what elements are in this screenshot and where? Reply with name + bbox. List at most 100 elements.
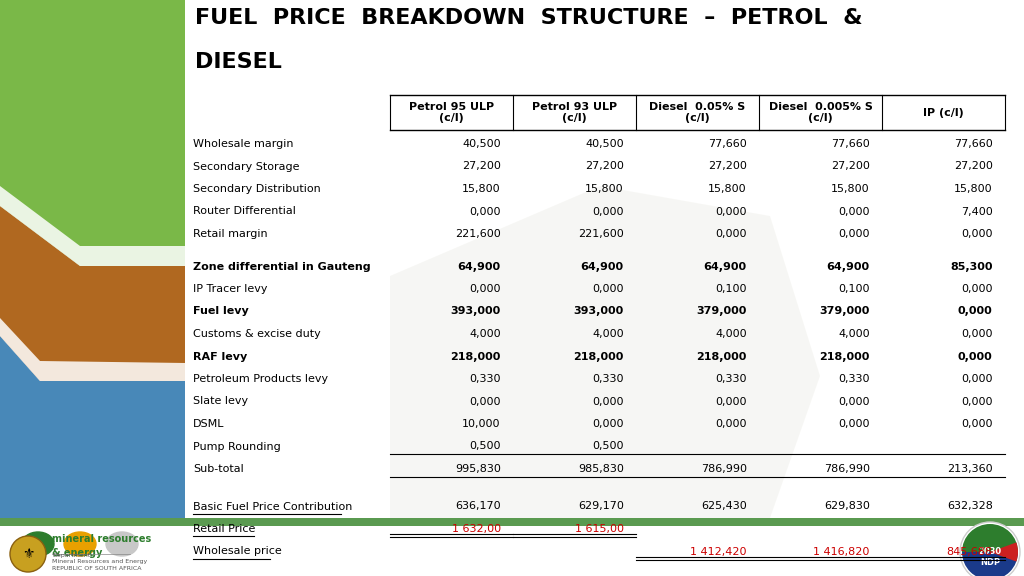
Text: Slate levy: Slate levy	[193, 396, 248, 407]
Wedge shape	[962, 552, 1018, 576]
Text: 1 416,820: 1 416,820	[813, 547, 869, 556]
Text: Petrol 93 ULP
(c/l): Petrol 93 ULP (c/l)	[531, 102, 617, 123]
Wedge shape	[962, 524, 1018, 552]
Text: 0,000: 0,000	[962, 229, 992, 239]
Text: Department:
Mineral Resources and Energy
REPUBLIC OF SOUTH AFRICA: Department: Mineral Resources and Energy…	[52, 554, 147, 571]
Text: 0,000: 0,000	[839, 396, 869, 407]
Text: 1 615,00: 1 615,00	[574, 524, 624, 534]
Text: 0,000: 0,000	[715, 396, 746, 407]
Text: 0,330: 0,330	[715, 374, 746, 384]
Text: Wholesale price: Wholesale price	[193, 547, 282, 556]
Text: 0,000: 0,000	[962, 284, 992, 294]
Text: 625,430: 625,430	[701, 502, 746, 511]
Ellipse shape	[22, 532, 54, 556]
Text: 0,000: 0,000	[715, 207, 746, 217]
Text: 0,000: 0,000	[592, 419, 624, 429]
Text: 629,170: 629,170	[578, 502, 624, 511]
Text: Secondary Storage: Secondary Storage	[193, 161, 299, 172]
Text: 221,600: 221,600	[578, 229, 624, 239]
Text: 995,830: 995,830	[455, 464, 501, 474]
Text: 0,330: 0,330	[469, 374, 501, 384]
Text: Diesel  0.05% S
(c/l): Diesel 0.05% S (c/l)	[649, 102, 745, 123]
Text: 77,660: 77,660	[954, 139, 992, 149]
Text: Retail margin: Retail margin	[193, 229, 267, 239]
Text: Secondary Distribution: Secondary Distribution	[193, 184, 321, 194]
Text: 0,000: 0,000	[839, 207, 869, 217]
Text: mineral resources
& energy: mineral resources & energy	[52, 534, 152, 558]
Polygon shape	[0, 186, 185, 266]
Text: Sub-total: Sub-total	[193, 464, 244, 474]
Text: 0,000: 0,000	[469, 396, 501, 407]
Text: Router Differential: Router Differential	[193, 207, 296, 217]
Text: 0,000: 0,000	[592, 396, 624, 407]
Text: 64,900: 64,900	[458, 262, 501, 271]
Bar	[185, 0, 1024, 518]
Text: 393,000: 393,000	[573, 306, 624, 316]
Text: 15,800: 15,800	[585, 184, 624, 194]
Text: 393,000: 393,000	[451, 306, 501, 316]
Text: 0,000: 0,000	[957, 351, 992, 362]
Text: 0,000: 0,000	[957, 306, 992, 316]
Text: 0,330: 0,330	[839, 374, 869, 384]
Text: 15,800: 15,800	[954, 184, 992, 194]
Polygon shape	[0, 318, 185, 381]
Text: Wholesale margin: Wholesale margin	[193, 139, 294, 149]
Text: 218,000: 218,000	[696, 351, 746, 362]
Text: 15,800: 15,800	[831, 184, 869, 194]
Text: FUEL  PRICE  BREAKDOWN  STRUCTURE  –  PETROL  &: FUEL PRICE BREAKDOWN STRUCTURE – PETROL …	[195, 8, 862, 28]
Text: 0,000: 0,000	[839, 229, 869, 239]
Text: 15,800: 15,800	[462, 184, 501, 194]
Text: Customs & excise duty: Customs & excise duty	[193, 329, 321, 339]
Text: 27,200: 27,200	[953, 161, 992, 172]
Text: Retail Price: Retail Price	[193, 524, 255, 534]
Text: 0,000: 0,000	[839, 419, 869, 429]
Text: 1 412,420: 1 412,420	[690, 547, 746, 556]
Text: 1 632,00: 1 632,00	[452, 524, 501, 534]
Text: DIESEL: DIESEL	[195, 52, 282, 72]
Text: 64,900: 64,900	[581, 262, 624, 271]
Text: 0,000: 0,000	[962, 419, 992, 429]
Bar	[0, 518, 1024, 526]
Text: 0,000: 0,000	[469, 207, 501, 217]
Text: ⚜: ⚜	[22, 547, 34, 561]
Text: 40,500: 40,500	[585, 139, 624, 149]
Text: 221,600: 221,600	[455, 229, 501, 239]
Text: 7,400: 7,400	[961, 207, 992, 217]
Text: 985,830: 985,830	[578, 464, 624, 474]
Text: Petroleum Products levy: Petroleum Products levy	[193, 374, 328, 384]
Text: 379,000: 379,000	[819, 306, 869, 316]
Text: RAF levy: RAF levy	[193, 351, 247, 362]
Text: 379,000: 379,000	[696, 306, 746, 316]
Polygon shape	[0, 336, 185, 518]
Text: 636,170: 636,170	[455, 502, 501, 511]
Polygon shape	[0, 0, 185, 266]
Text: 15,800: 15,800	[708, 184, 746, 194]
Text: 0,000: 0,000	[592, 207, 624, 217]
Text: 629,830: 629,830	[824, 502, 869, 511]
Text: 27,200: 27,200	[830, 161, 869, 172]
Text: 77,660: 77,660	[708, 139, 746, 149]
Text: 0,100: 0,100	[839, 284, 869, 294]
Text: 10,000: 10,000	[462, 419, 501, 429]
Text: 4,000: 4,000	[838, 329, 869, 339]
Text: 27,200: 27,200	[585, 161, 624, 172]
Ellipse shape	[106, 532, 138, 556]
Text: Pump Rounding: Pump Rounding	[193, 441, 281, 452]
Text: 27,200: 27,200	[462, 161, 501, 172]
Text: 64,900: 64,900	[826, 262, 869, 271]
Text: IP Tracer levy: IP Tracer levy	[193, 284, 267, 294]
Text: 64,900: 64,900	[703, 262, 746, 271]
Ellipse shape	[63, 532, 96, 556]
Text: 0,000: 0,000	[592, 284, 624, 294]
Text: 4,000: 4,000	[715, 329, 746, 339]
Text: 0,000: 0,000	[962, 329, 992, 339]
Text: 213,360: 213,360	[947, 464, 992, 474]
Text: 786,990: 786,990	[823, 464, 869, 474]
Wedge shape	[990, 543, 1018, 562]
Text: DSML: DSML	[193, 419, 224, 429]
Polygon shape	[390, 186, 820, 518]
Text: 0,330: 0,330	[592, 374, 624, 384]
Text: 27,200: 27,200	[708, 161, 746, 172]
Text: 218,000: 218,000	[451, 351, 501, 362]
Text: Diesel  0.005% S
(c/l): Diesel 0.005% S (c/l)	[769, 102, 872, 123]
